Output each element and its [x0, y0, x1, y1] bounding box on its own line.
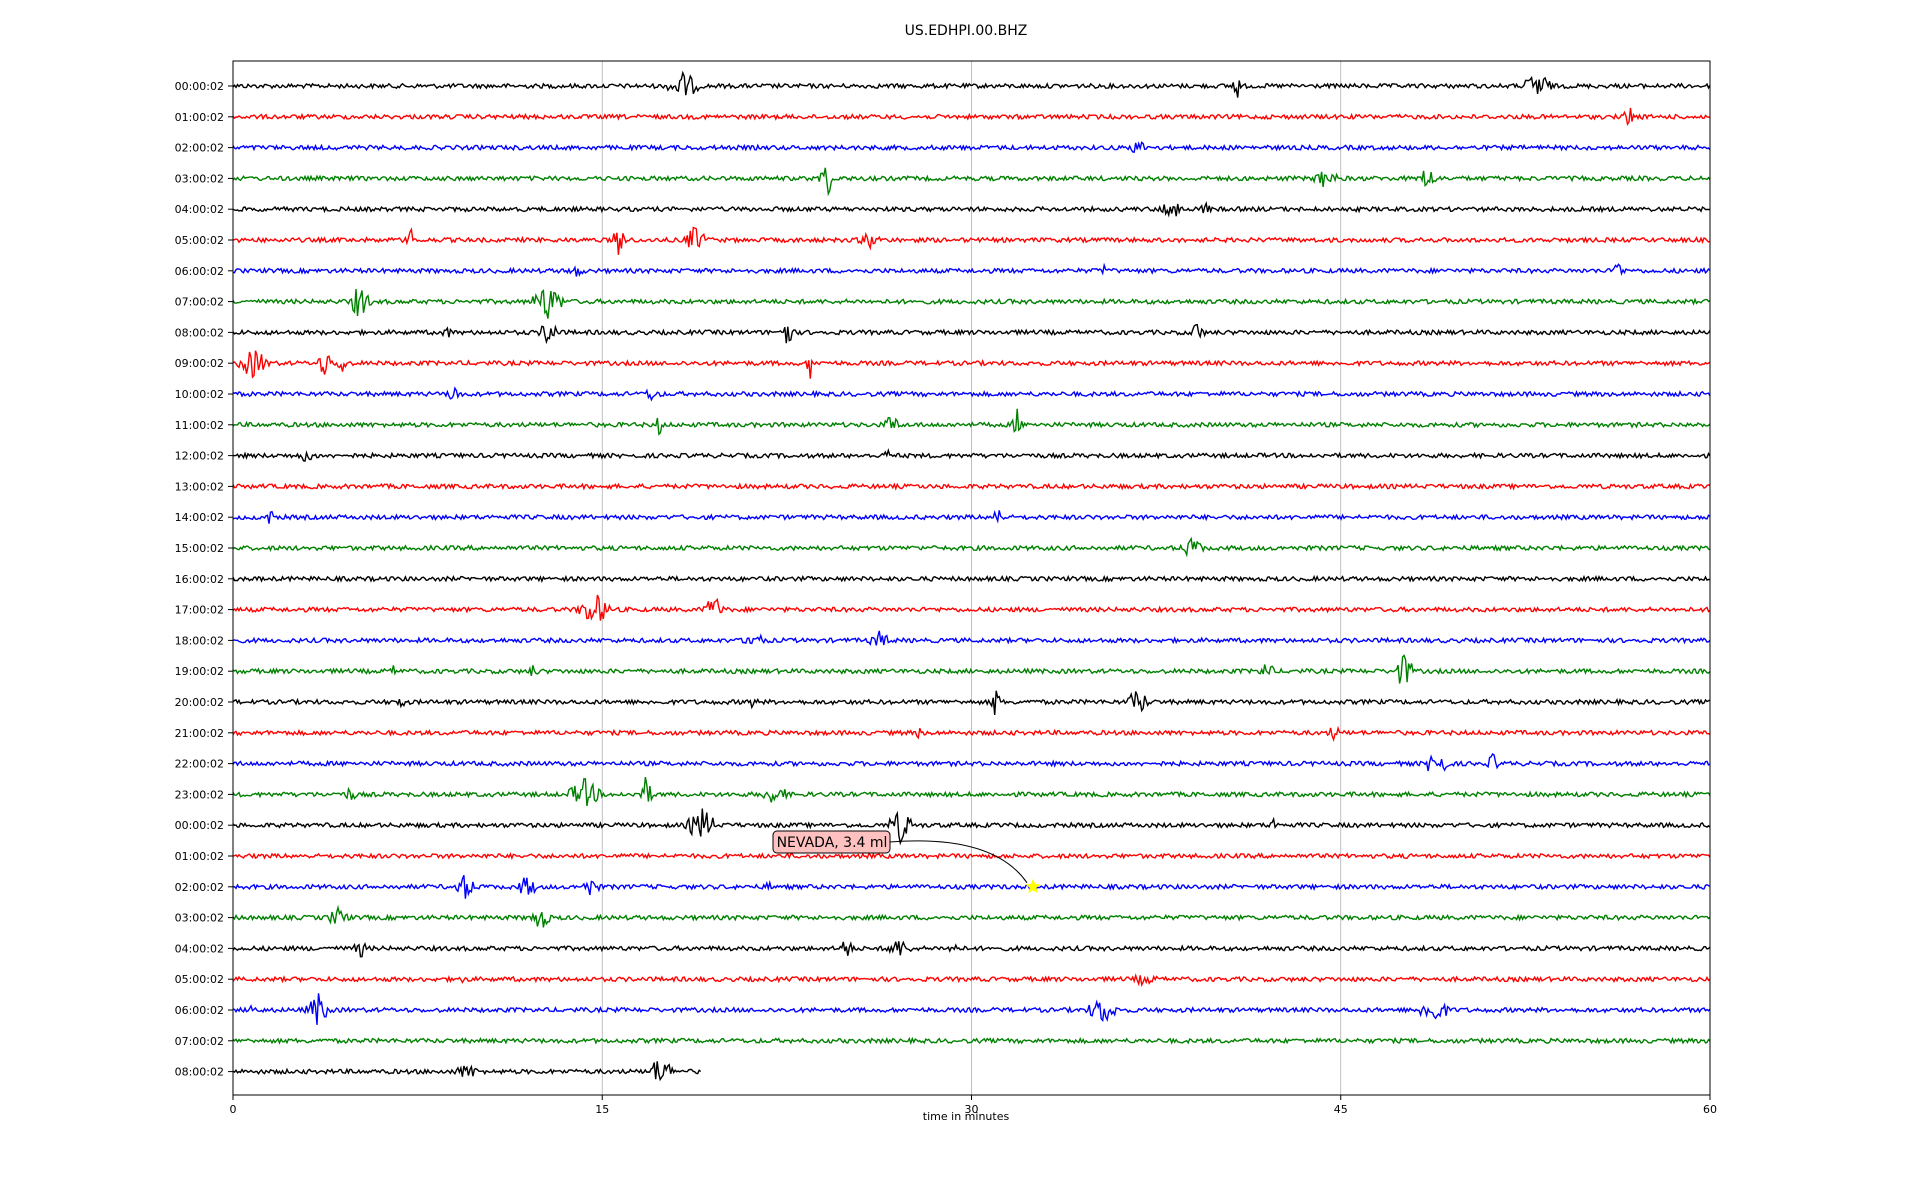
trace-line: [232, 1036, 1711, 1046]
trace-line: [232, 141, 1711, 154]
x-axis-ticks: 0 15 30 45 60: [230, 1095, 1717, 1116]
trace-line: [232, 262, 1711, 277]
row-label: 22:00:02: [175, 758, 224, 771]
row-label: 07:00:02: [175, 296, 224, 309]
trace-line: [232, 448, 1711, 462]
x-tick-label: 45: [1334, 1103, 1348, 1116]
row-label: 19:00:02: [175, 665, 224, 678]
trace-line: [232, 594, 1711, 621]
trace-line: [232, 289, 1711, 319]
trace-line: [232, 574, 1710, 583]
trace-line: [232, 973, 1711, 988]
row-label: 09:00:02: [175, 357, 224, 370]
row-label: 00:00:02: [175, 80, 224, 93]
row-label: 06:00:02: [175, 265, 224, 278]
row-label: 07:00:02: [175, 1035, 224, 1048]
trace-line: [232, 630, 1711, 646]
row-label: 13:00:02: [175, 480, 224, 493]
row-label: 20:00:02: [175, 696, 224, 709]
trace-line: [232, 808, 1711, 846]
row-label: 02:00:02: [175, 881, 224, 894]
row-label: 04:00:02: [175, 203, 224, 216]
row-label: 16:00:02: [175, 573, 224, 586]
trace-line: [232, 940, 1711, 958]
trace-line: [232, 904, 1711, 928]
seismic-traces: [232, 70, 1711, 1082]
trace-line: [232, 408, 1711, 436]
trace-line: [232, 654, 1711, 684]
trace-line: [232, 776, 1711, 807]
row-label: 08:00:02: [175, 1066, 224, 1079]
event-annotation: NEVADA, 3.4 ml: [772, 830, 1041, 894]
trace-line: [232, 509, 1711, 524]
trace-line: [232, 323, 1711, 345]
trace-line: [232, 1061, 702, 1082]
row-label: 23:00:02: [175, 788, 224, 801]
x-tick-label: 15: [595, 1103, 609, 1116]
row-label: 01:00:02: [175, 850, 224, 863]
x-tick-label: 0: [230, 1103, 237, 1116]
trace-line: [232, 386, 1711, 402]
trace-line: [232, 167, 1711, 197]
trace-line: [232, 201, 1710, 218]
row-label: 02:00:02: [175, 142, 224, 155]
annotation-text: NEVADA, 3.4 ml: [777, 835, 888, 851]
trace-line: [232, 725, 1711, 743]
trace-line: [232, 70, 1711, 98]
row-label: 08:00:02: [175, 326, 224, 339]
trace-line: [232, 852, 1711, 861]
trace-line: [232, 226, 1711, 255]
row-label: 06:00:02: [175, 1004, 224, 1017]
chart-title: US.EDHPI.00.BHZ: [905, 23, 1028, 39]
trace-line: [232, 690, 1711, 716]
row-label: 05:00:02: [175, 973, 224, 986]
row-label: 11:00:02: [175, 419, 224, 432]
row-label: 21:00:02: [175, 727, 224, 740]
x-axis-label: time in minutes: [923, 1110, 1010, 1123]
row-label: 15:00:02: [175, 542, 224, 555]
x-tick-label: 30: [965, 1103, 979, 1116]
trace-line: [232, 874, 1711, 899]
trace-line: [232, 993, 1711, 1025]
trace-line: [232, 536, 1711, 558]
row-label: 01:00:02: [175, 111, 224, 124]
row-label: 18:00:02: [175, 634, 224, 647]
annotation-connector: [889, 840, 1028, 884]
row-label: 17:00:02: [175, 604, 224, 617]
trace-line: [232, 482, 1711, 491]
event-star-icon: [1025, 878, 1041, 894]
row-label: 03:00:02: [175, 912, 224, 925]
annotation-box: [772, 830, 891, 854]
row-label: 05:00:02: [175, 234, 224, 247]
trace-line: [232, 350, 1711, 379]
trace-line: [232, 752, 1711, 772]
row-label: 14:00:02: [175, 511, 224, 524]
row-label: 04:00:02: [175, 942, 224, 955]
row-label: 12:00:02: [175, 450, 224, 463]
row-label: 03:00:02: [175, 172, 224, 185]
row-label: 00:00:02: [175, 819, 224, 832]
row-label: 10:00:02: [175, 388, 224, 401]
trace-line: [232, 107, 1711, 127]
row-time-labels: 00:00:02 01:00:02 02:00:02 03:00:02 04:00:02…: [175, 80, 233, 1079]
x-tick-label: 60: [1703, 1103, 1717, 1116]
